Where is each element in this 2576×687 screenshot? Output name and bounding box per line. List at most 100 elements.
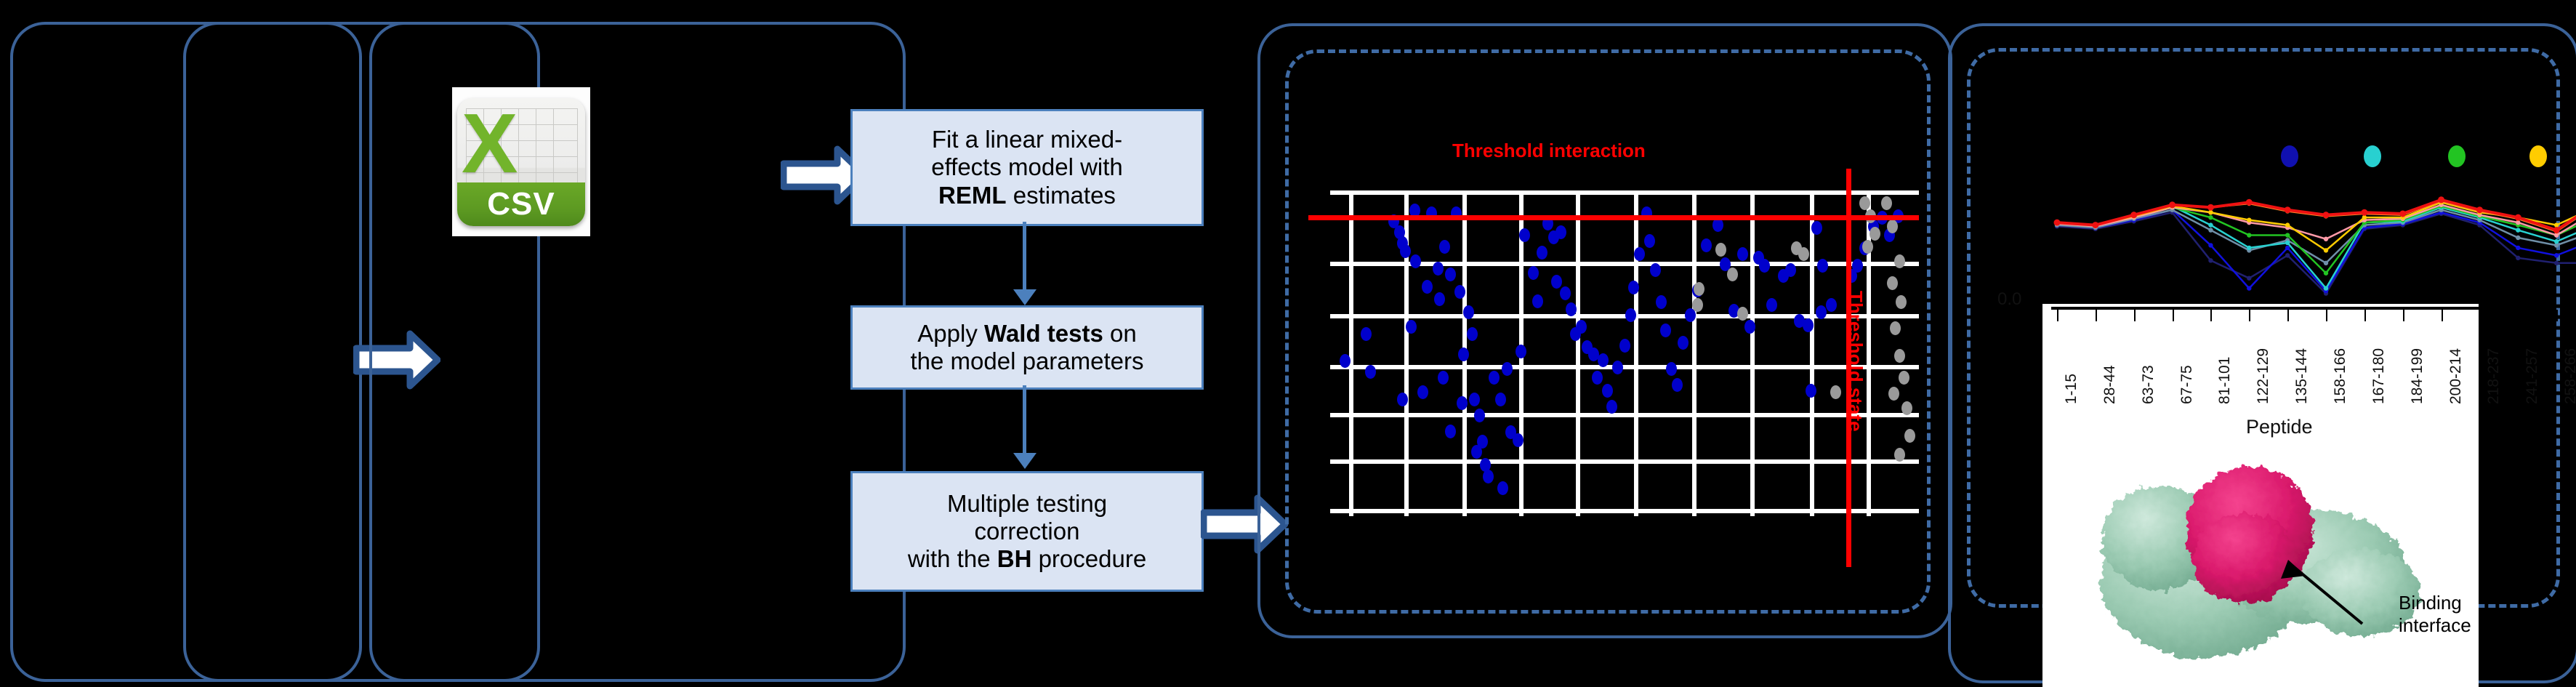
data-point <box>1694 282 1704 296</box>
data-point <box>1513 433 1524 447</box>
data-point <box>1576 320 1587 334</box>
data-point <box>1888 387 1899 401</box>
grid-line-v <box>1692 190 1696 516</box>
data-point <box>1660 324 1671 337</box>
data-point <box>1894 254 1905 268</box>
x-axis-tick <box>2287 310 2290 321</box>
data-point <box>1899 371 1909 385</box>
data-point <box>1859 196 1870 210</box>
grid-line-v <box>1810 190 1814 516</box>
data-point <box>1457 396 1468 410</box>
data-point <box>1433 262 1444 276</box>
x-axis-tick-label: 258-266 <box>2562 347 2576 404</box>
data-point <box>1904 429 1915 443</box>
x-axis-tick-label: 218-237 <box>2485 347 2503 404</box>
data-point <box>1406 320 1417 334</box>
data-point <box>1798 247 1809 261</box>
x-axis-tick-label: 28-44 <box>2101 365 2118 404</box>
data-point <box>1497 481 1508 495</box>
data-point <box>1471 445 1482 459</box>
x-axis-tick-label: 135-144 <box>2293 347 2311 404</box>
x-axis-tick-label: 1-15 <box>2063 373 2080 404</box>
x-axis-tick-label: 184-199 <box>2408 347 2426 404</box>
connector-wald-to-bh <box>1023 385 1026 462</box>
x-axis-tick <box>2057 310 2058 321</box>
data-point <box>1438 371 1449 385</box>
x-axis-tick <box>2249 310 2251 321</box>
data-point <box>1532 294 1543 308</box>
x-axis-tick-label: 67-75 <box>2178 365 2195 404</box>
legend-dot-2 <box>2364 145 2381 167</box>
csv-x-letter: X <box>462 97 518 190</box>
x-axis-tick <box>2402 310 2404 321</box>
peptide-chart-and-structure: 0.0 1-15 28-44 63-73 67-75 81-101 122-129 135-… <box>1963 73 2576 687</box>
data-point <box>1678 336 1689 350</box>
data-point <box>1625 308 1636 322</box>
data-point <box>1666 362 1677 376</box>
data-point <box>1852 259 1863 273</box>
threshold-panel <box>1257 23 1952 638</box>
data-point <box>1445 268 1456 281</box>
data-point <box>1896 295 1907 309</box>
data-point <box>1480 458 1491 472</box>
data-point <box>1619 339 1630 353</box>
binding-interface-annotation: Binding interface <box>2399 592 2471 636</box>
binding-line-2: interface <box>2399 614 2471 636</box>
grid-line-h <box>1330 190 1919 195</box>
connector-fit-to-wald-head <box>1013 289 1037 305</box>
data-point <box>1394 225 1405 239</box>
data-point <box>1803 318 1814 332</box>
csv-extension-label: CSV <box>487 185 555 222</box>
step-wald-tests-box: Apply Wald tests on the model parameters <box>850 305 1204 390</box>
legend-dot-3 <box>2448 145 2466 167</box>
data-point <box>1816 305 1827 319</box>
threshold-panel-dashed-border <box>1285 49 1931 614</box>
grid-line-v <box>1349 190 1353 516</box>
step-fit-model-box: Fit a linear mixed-effects model with REM… <box>850 109 1204 226</box>
x-axis-tick-label: 81-101 <box>2216 356 2234 404</box>
x-axis-tick <box>2326 310 2327 321</box>
data-point <box>1692 298 1703 312</box>
grid-line-h <box>1330 509 1919 513</box>
data-panel <box>183 22 540 682</box>
data-point <box>1887 220 1898 233</box>
step-fit-model-text: Fit a linear mixed-effects model with REM… <box>931 126 1123 209</box>
legend-dot-4 <box>2529 145 2547 167</box>
data-point <box>1422 280 1433 294</box>
data-point <box>1737 307 1748 321</box>
grid-line-v <box>1750 190 1755 516</box>
data-point <box>1634 247 1645 261</box>
data-point <box>1720 257 1731 271</box>
csv-file-icon: X CSV <box>452 87 590 236</box>
x-axis-tick <box>2479 310 2482 321</box>
scatter-title: Threshold interaction <box>1452 140 1646 161</box>
grid-line-v <box>1634 190 1638 516</box>
x-axis-tick <box>2133 310 2136 321</box>
grid-line-h <box>1330 413 1919 417</box>
data-point <box>1598 353 1609 367</box>
connector-fit-to-wald <box>1023 222 1026 298</box>
x-axis-tick <box>2556 310 2559 321</box>
x-axis-tick-label: 63-73 <box>2139 365 2157 404</box>
x-axis-tick-label: 158-166 <box>2332 347 2348 404</box>
data-point <box>1606 400 1617 414</box>
legend-dot-1 <box>2281 145 2298 167</box>
data-point <box>1794 314 1805 328</box>
data-point <box>1477 435 1488 449</box>
data-point <box>1566 302 1577 316</box>
data-point <box>1737 247 1748 261</box>
threshold-scatter-plot: Threshold interaction <box>1308 140 1919 574</box>
grid-line-h <box>1330 459 1919 464</box>
data-point <box>1502 362 1513 376</box>
data-point <box>1463 305 1474 319</box>
data-point <box>1365 365 1376 379</box>
data-point <box>1712 218 1723 232</box>
data-point <box>1483 470 1494 483</box>
data-point <box>1555 225 1566 239</box>
threshold-state-label: Threshold state <box>1845 291 1867 432</box>
arrow-input-to-data <box>353 329 440 391</box>
data-point <box>1454 285 1465 299</box>
x-axis-tick <box>2210 310 2213 321</box>
data-point <box>1516 345 1526 358</box>
data-point <box>1656 295 1667 309</box>
